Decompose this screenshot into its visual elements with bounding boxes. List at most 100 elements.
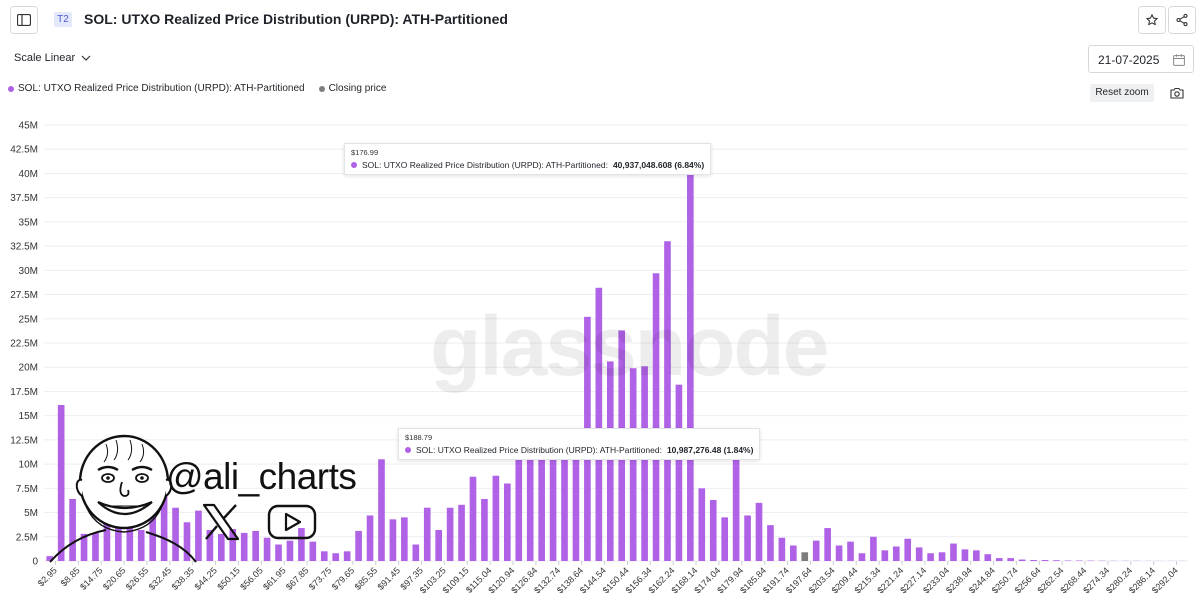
distribution-bar[interactable]: [812, 540, 820, 561]
distribution-bar[interactable]: [687, 164, 694, 561]
distribution-bar[interactable]: [389, 519, 397, 561]
distribution-bar[interactable]: [275, 544, 282, 561]
distribution-bar[interactable]: [1018, 559, 1026, 561]
distribution-bar[interactable]: [366, 515, 374, 561]
date-picker[interactable]: 21-07-2025: [1088, 45, 1194, 73]
distribution-bar[interactable]: [515, 459, 523, 561]
distribution-bar[interactable]: [1030, 560, 1037, 561]
distribution-bar[interactable]: [938, 552, 946, 561]
distribution-bar[interactable]: [320, 551, 328, 561]
screenshot-button[interactable]: [1170, 86, 1184, 104]
distribution-bar[interactable]: [790, 545, 797, 562]
distribution-bar[interactable]: [263, 537, 271, 561]
distribution-bar[interactable]: [572, 459, 580, 561]
distribution-bar[interactable]: [343, 551, 351, 561]
distribution-bar[interactable]: [46, 556, 54, 561]
distribution-bar[interactable]: [870, 536, 877, 561]
distribution-bar[interactable]: [1041, 560, 1049, 561]
distribution-bar[interactable]: [57, 405, 65, 561]
x-tick-label: $32.45: [147, 565, 174, 592]
distribution-bar[interactable]: [469, 476, 477, 561]
favorite-button[interactable]: [1138, 6, 1166, 34]
distribution-bar[interactable]: [160, 488, 168, 561]
distribution-bar[interactable]: [1053, 560, 1060, 561]
distribution-bar[interactable]: [229, 529, 237, 561]
distribution-bar[interactable]: [526, 459, 534, 561]
reset-zoom-button[interactable]: Reset zoom: [1090, 84, 1154, 102]
legend-item-urpd[interactable]: SOL: UTXO Realized Price Distribution (U…: [8, 83, 305, 94]
distribution-bar[interactable]: [137, 530, 145, 561]
distribution-bar[interactable]: [847, 541, 854, 561]
share-button[interactable]: [1168, 6, 1196, 34]
distribution-bar[interactable]: [904, 538, 912, 561]
distribution-bar[interactable]: [664, 241, 671, 561]
distribution-bar[interactable]: [92, 532, 99, 561]
distribution-bar[interactable]: [629, 368, 637, 561]
cartoon-face-illustration: [49, 434, 197, 563]
distribution-bar[interactable]: [458, 504, 465, 561]
distribution-bar[interactable]: [446, 507, 454, 561]
distribution-bar[interactable]: [606, 361, 614, 561]
distribution-bar[interactable]: [778, 537, 786, 561]
distribution-bar[interactable]: [549, 459, 557, 561]
distribution-bar[interactable]: [298, 528, 305, 561]
distribution-bar[interactable]: [492, 475, 500, 561]
distribution-bar[interactable]: [206, 530, 214, 561]
x-axis-ticks: $2.95 $8.85$14.75$20.65$26.55$32.45$38.35…: [36, 561, 1180, 595]
distribution-bar[interactable]: [767, 525, 774, 561]
distribution-bar[interactable]: [149, 509, 156, 561]
legend-item-closing-price[interactable]: Closing price: [318, 83, 386, 94]
distribution-bar[interactable]: [915, 547, 923, 561]
distribution-bar[interactable]: [435, 530, 442, 561]
distribution-bar[interactable]: [240, 532, 248, 561]
distribution-bar[interactable]: [709, 499, 717, 561]
distribution-bar[interactable]: [744, 515, 751, 561]
distribution-bar[interactable]: [309, 541, 317, 561]
distribution-bar[interactable]: [858, 553, 866, 561]
distribution-bar[interactable]: [195, 510, 202, 561]
distribution-bar[interactable]: [835, 545, 843, 562]
distribution-bar[interactable]: [401, 517, 408, 561]
distribution-bar[interactable]: [538, 459, 545, 561]
distribution-bar[interactable]: [561, 459, 568, 561]
distribution-bar[interactable]: [172, 507, 179, 561]
distribution-bar[interactable]: [115, 527, 122, 561]
distribution-bar[interactable]: [412, 544, 420, 561]
distribution-bar[interactable]: [183, 522, 191, 561]
distribution-bar[interactable]: [652, 273, 660, 561]
distribution-bar[interactable]: [732, 454, 740, 561]
closing-price-bar[interactable]: [801, 552, 809, 561]
distribution-bar[interactable]: [332, 553, 340, 561]
distribution-bar[interactable]: [1007, 558, 1014, 561]
distribution-bar[interactable]: [961, 549, 969, 561]
distribution-bar[interactable]: [973, 550, 980, 561]
distribution-bar[interactable]: [995, 558, 1003, 561]
y-tick-label: 27.5M: [10, 290, 38, 301]
distribution-bar[interactable]: [218, 533, 225, 561]
distribution-bar[interactable]: [698, 488, 706, 561]
distribution-bar[interactable]: [378, 459, 385, 561]
distribution-bar[interactable]: [595, 287, 603, 561]
distribution-bar[interactable]: [755, 502, 763, 561]
distribution-bar[interactable]: [984, 554, 992, 561]
distribution-bar[interactable]: [950, 543, 957, 561]
distribution-bar[interactable]: [824, 528, 831, 561]
distribution-bar[interactable]: [504, 483, 511, 561]
distribution-bar[interactable]: [892, 546, 900, 561]
distribution-bar[interactable]: [252, 530, 259, 561]
distribution-bar[interactable]: [423, 507, 431, 561]
sidebar-toggle-button[interactable]: [10, 6, 38, 34]
distribution-bar[interactable]: [69, 498, 76, 561]
distribution-bar[interactable]: [641, 366, 648, 561]
distribution-bar[interactable]: [80, 533, 88, 561]
distribution-bar[interactable]: [881, 550, 889, 561]
distribution-bar[interactable]: [927, 553, 934, 561]
distribution-bar[interactable]: [675, 384, 683, 561]
distribution-bar[interactable]: [481, 498, 488, 561]
watermark: glassnode: [430, 299, 829, 393]
urpd-bar-chart[interactable]: 0 2.5M 5M 7.5M 10M 12.5M 15M 17.5M 20M 22.5M 25M 27…: [0, 110, 1200, 603]
distribution-bar[interactable]: [286, 540, 294, 561]
distribution-bar[interactable]: [721, 517, 728, 561]
scale-selector[interactable]: Scale Linear: [14, 52, 91, 64]
distribution-bar[interactable]: [355, 530, 362, 561]
